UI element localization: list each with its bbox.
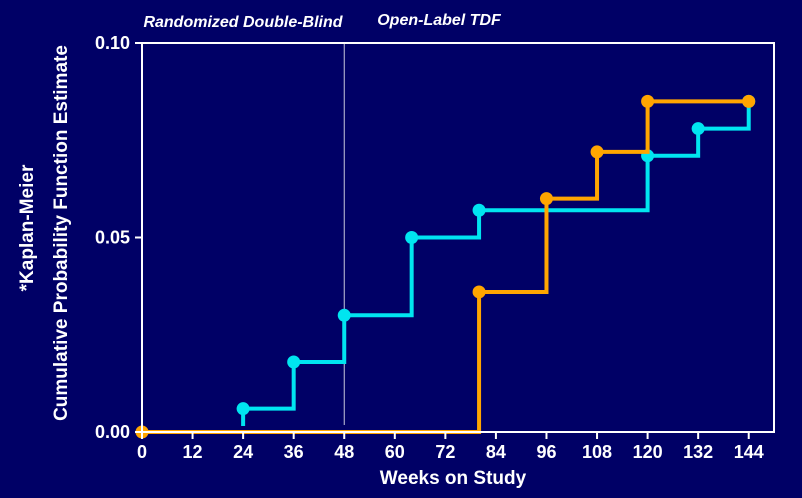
x-tick-label: 120 xyxy=(633,442,663,462)
series-1-point xyxy=(287,355,301,369)
x-tick-label: 144 xyxy=(734,442,764,462)
y-tick-label: 0.00 xyxy=(95,422,130,442)
y-tick-label: 0.10 xyxy=(95,33,130,53)
x-tick-label: 96 xyxy=(536,442,556,462)
series-2-point xyxy=(472,285,486,299)
x-axis-title: Weeks on Study xyxy=(380,468,527,489)
series-1-point xyxy=(405,231,419,244)
series-2-point xyxy=(590,145,604,159)
x-tick-label: 132 xyxy=(683,442,713,462)
y-axis-title: Cumulative Probability Function Estimate xyxy=(51,45,72,421)
y-axis-title-prefix: *Kaplan-Meier xyxy=(17,164,38,291)
series-2-point xyxy=(742,94,756,108)
x-tick-label: 84 xyxy=(486,442,506,462)
y-tick-label: 0.05 xyxy=(95,228,130,248)
series-1-point xyxy=(337,308,351,322)
x-tick-label: 36 xyxy=(284,442,304,462)
phase-label-double-blind: Randomized Double-Blind xyxy=(143,14,343,31)
series-2-line xyxy=(142,99,749,434)
series-1-point xyxy=(691,122,705,136)
series-1-point xyxy=(472,203,486,217)
phase-label-open-label: Open-Label TDF xyxy=(377,12,502,29)
x-tick-label: 0 xyxy=(137,442,147,462)
x-tick-label: 24 xyxy=(233,442,253,462)
series-1-line xyxy=(241,101,751,426)
x-tick-label: 72 xyxy=(435,442,455,462)
x-tick-label: 60 xyxy=(385,442,405,462)
x-tick-label: 48 xyxy=(334,442,354,462)
series-2-point xyxy=(641,94,655,108)
series-2-point xyxy=(539,192,553,206)
x-tick-label: 108 xyxy=(582,442,612,462)
x-tick-label: 12 xyxy=(183,442,203,462)
series-1-point xyxy=(236,402,250,416)
